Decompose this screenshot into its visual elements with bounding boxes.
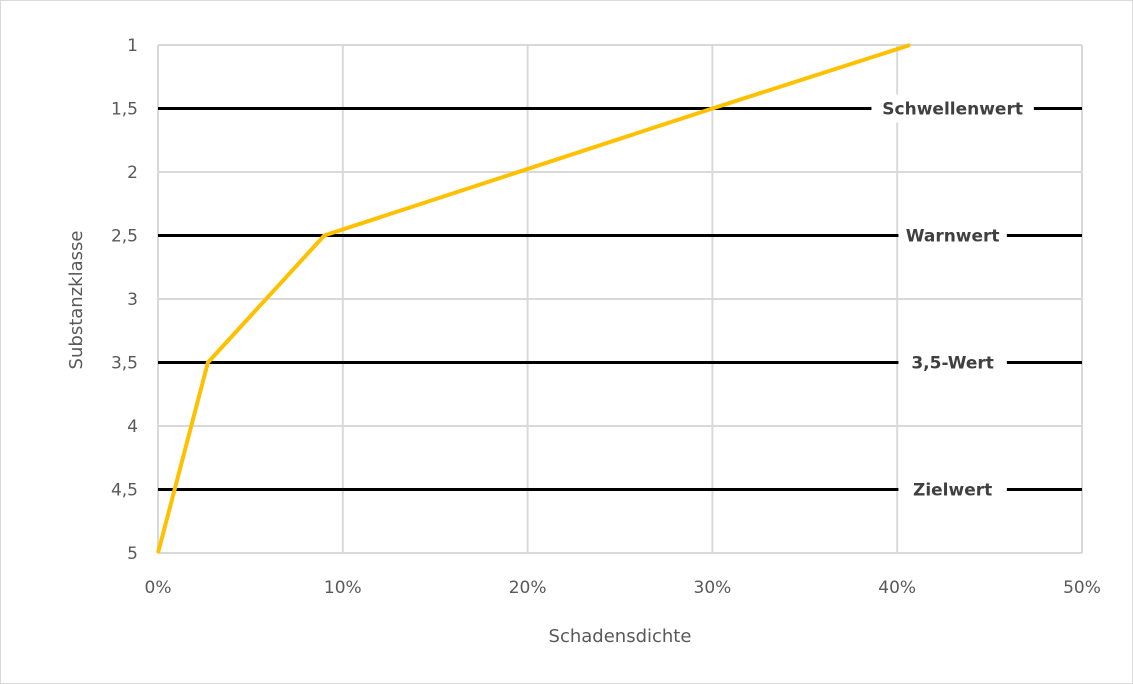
reference-lines: Schwellenwert Warnwert 3,5-Wert Zielwert [158,94,1082,504]
y-axis-title: Substanzklasse [66,231,87,370]
y-tick-label: 4 [127,417,138,437]
series-point [157,552,159,554]
y-axis-ticks: 1 1,5 2 2,5 3 3,5 4 4,5 5 [111,36,138,564]
x-tick-label: 10% [324,578,362,598]
x-axis-title: Schadensdichte [549,626,692,647]
y-tick-label: 2 [127,163,138,183]
series-point [323,235,325,236]
series-point [207,362,209,363]
series-point [711,108,713,109]
y-tick-label: 1,5 [111,100,138,120]
y-tick-label: 1 [127,36,138,56]
x-tick-label: 40% [878,578,916,598]
y-tick-label: 2,5 [111,227,138,247]
y-tick-label: 4,5 [111,481,138,501]
reference-label-background [898,475,1007,504]
x-tick-label: 0% [145,578,172,598]
x-tick-label: 30% [694,578,732,598]
reference-line-label: Warnwert [906,227,1000,247]
y-tick-label: 5 [127,544,138,564]
reference-label-background [898,348,1007,377]
reference-label-background [871,94,1034,123]
x-tick-label: 50% [1063,578,1101,598]
series-point [909,44,911,46]
reference-label-background [898,221,1007,250]
x-tick-label: 20% [509,578,547,598]
y-tick-label: 3 [127,290,138,310]
series-layer [156,43,911,554]
reference-line-label: Zielwert [913,481,992,501]
y-tick-label: 3,5 [111,354,138,374]
reference-line-label: Schwellenwert [882,100,1023,120]
x-axis-ticks: 0% 10% 20% 30% 40% 50% [145,578,1101,598]
reference-line-label: 3,5-Wert [911,354,994,374]
